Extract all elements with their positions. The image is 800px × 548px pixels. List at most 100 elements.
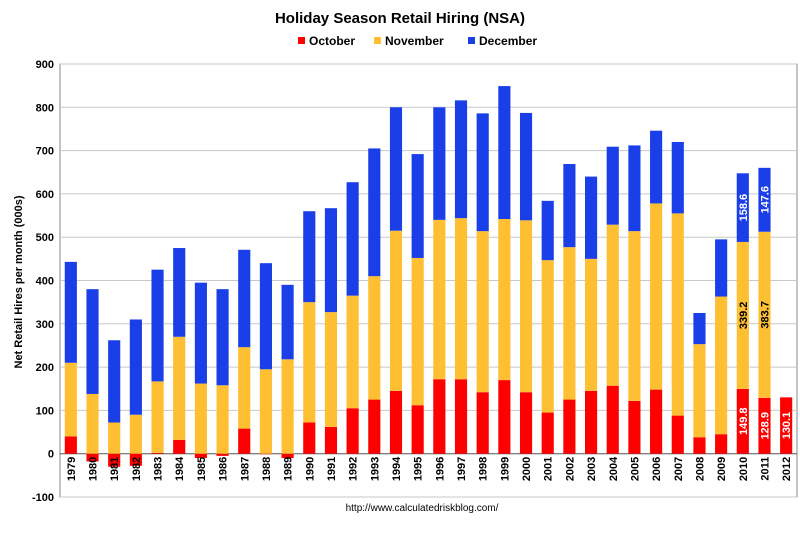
bar-december-1981 — [108, 340, 121, 423]
bar-october-2002 — [563, 399, 576, 454]
bar-december-2009 — [715, 239, 728, 297]
bar-october-2007 — [671, 415, 684, 454]
bar-december-2003 — [585, 176, 598, 259]
y-tick-label: 100 — [36, 405, 54, 417]
bar-november-2004 — [606, 224, 619, 386]
bar-october-1986 — [216, 453, 229, 456]
bar-november-2010 — [736, 241, 749, 389]
y-tick-label: 900 — [36, 59, 54, 71]
x-tick-label: 1989 — [283, 457, 295, 481]
x-tick-label: 1995 — [413, 457, 425, 481]
x-tick-label: 1985 — [196, 457, 208, 481]
bar-october-1981 — [108, 453, 121, 467]
bar-november-1983 — [151, 381, 164, 453]
bar-december-1994 — [389, 107, 403, 231]
bar-november-1989 — [281, 359, 294, 454]
legend-label-december: December — [479, 34, 537, 48]
source-url: http://www.calculatedriskblog.com/ — [346, 503, 499, 514]
bar-november-2005 — [628, 231, 641, 401]
x-tick-label: 2012 — [781, 457, 793, 481]
bar-october-2005 — [628, 400, 641, 454]
bar-december-2002 — [563, 164, 576, 248]
bar-december-2004 — [606, 146, 619, 225]
y-axis-label: Net Retail Hires per month (000s) — [13, 195, 25, 368]
bar-october-1994 — [389, 390, 403, 454]
bar-november-2008 — [693, 344, 706, 438]
x-tick-label: 1984 — [174, 456, 186, 481]
x-tick-label: 1998 — [478, 457, 490, 481]
bar-october-2004 — [606, 385, 619, 454]
bar-december-1983 — [151, 269, 164, 382]
bar-december-2010 — [736, 173, 749, 242]
bar-october-2001 — [541, 412, 554, 454]
x-tick-label: 1991 — [326, 457, 338, 481]
x-tick-label: 2009 — [716, 457, 728, 481]
bar-october-2009 — [715, 434, 728, 454]
bar-november-2002 — [563, 247, 576, 400]
legend-label-october: October — [309, 34, 355, 48]
data-label-2011-november: 383.7 — [759, 301, 771, 329]
y-tick-label: 500 — [36, 232, 54, 244]
bar-december-1995 — [411, 154, 424, 258]
bar-december-1988 — [259, 263, 272, 370]
bar-november-1994 — [389, 230, 403, 391]
x-tick-label: 1996 — [434, 457, 446, 481]
bar-october-1980 — [86, 453, 99, 462]
bar-december-1997 — [454, 100, 468, 219]
bar-november-1986 — [216, 385, 229, 454]
data-label-2010-december: 158.6 — [738, 194, 750, 222]
bar-december-2005 — [628, 145, 641, 232]
legend-label-november: November — [385, 34, 444, 48]
legend-swatch-november — [374, 37, 381, 44]
data-label-2012-october: 130.1 — [781, 412, 793, 440]
y-tick-label: 600 — [36, 189, 54, 201]
x-tick-label: 1982 — [131, 457, 143, 481]
y-tick-label: 400 — [36, 276, 54, 288]
bar-december-1986 — [216, 289, 229, 386]
bar-october-2008 — [693, 437, 706, 454]
bar-november-1993 — [368, 276, 381, 400]
x-tick-label: 1983 — [153, 457, 165, 481]
bar-december-1979 — [64, 261, 77, 363]
bar-october-1991 — [324, 426, 338, 454]
bar-october-1983 — [151, 452, 164, 454]
bar-november-1999 — [498, 219, 511, 381]
x-tick-label: 1979 — [66, 457, 78, 481]
bar-november-2011 — [758, 231, 771, 398]
bar-october-1998 — [476, 392, 489, 454]
legend-swatch-october — [298, 37, 305, 44]
bar-october-2000 — [519, 392, 533, 454]
bar-november-1988 — [259, 369, 272, 454]
bar-november-1987 — [238, 347, 251, 429]
bar-october-2006 — [650, 389, 663, 454]
bar-december-1985 — [194, 282, 207, 384]
x-tick-label: 2008 — [694, 457, 706, 481]
chart-title: Holiday Season Retail Hiring (NSA) — [275, 10, 525, 27]
bar-october-1988 — [259, 453, 272, 455]
bar-december-2011 — [758, 167, 771, 232]
x-tick-label: 1987 — [239, 457, 251, 481]
x-tick-label: 1981 — [109, 457, 121, 481]
legend: October November December — [298, 34, 537, 48]
bar-october-1996 — [433, 379, 446, 454]
x-tick-label: 1997 — [456, 457, 468, 481]
bar-december-1992 — [346, 182, 359, 296]
bar-december-1987 — [238, 249, 251, 348]
bar-november-2003 — [585, 258, 598, 391]
bar-october-1995 — [411, 405, 424, 454]
x-tick-label: 1999 — [499, 457, 511, 481]
bar-november-1982 — [129, 414, 142, 454]
bar-december-1989 — [281, 284, 294, 360]
bar-october-1979 — [64, 436, 77, 454]
bar-october-1990 — [303, 422, 316, 454]
bar-december-2008 — [693, 312, 706, 345]
bar-october-1997 — [454, 379, 468, 454]
y-tick-label: 700 — [36, 146, 54, 158]
bar-november-1981 — [108, 422, 121, 454]
x-tick-label: 1993 — [369, 457, 381, 481]
bar-december-2000 — [519, 112, 533, 221]
bar-december-2007 — [671, 141, 684, 214]
y-tick-label: -100 — [32, 492, 54, 504]
bar-october-1993 — [368, 399, 381, 454]
